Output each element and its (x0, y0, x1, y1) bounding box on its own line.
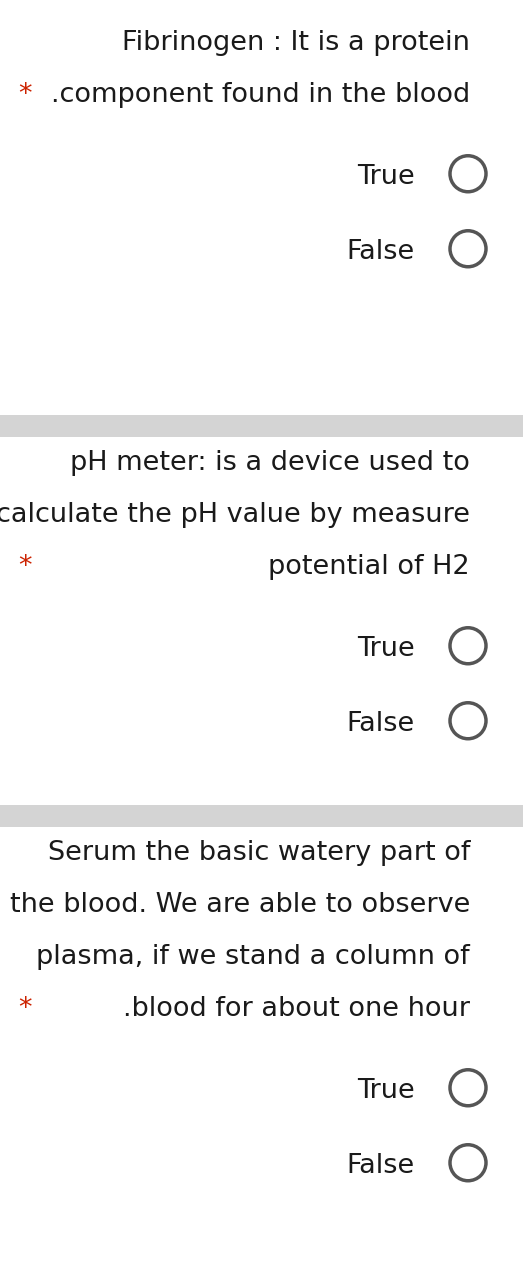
Text: Fibrinogen : It is a protein: Fibrinogen : It is a protein (122, 29, 470, 56)
Text: calculate the pH value by measure: calculate the pH value by measure (0, 502, 470, 527)
Text: .blood for about one hour: .blood for about one hour (123, 996, 470, 1021)
Text: Serum the basic watery part of: Serum the basic watery part of (48, 840, 470, 867)
Text: True: True (357, 1078, 415, 1103)
Text: *: * (18, 554, 31, 580)
Text: pH meter: is a device used to: pH meter: is a device used to (70, 451, 470, 476)
Text: False: False (347, 1153, 415, 1179)
Text: False: False (347, 710, 415, 737)
Text: potential of H2: potential of H2 (268, 554, 470, 580)
Bar (0, 805, 523, 827)
Text: *: * (18, 82, 31, 108)
Text: *: * (18, 996, 31, 1021)
Text: True: True (357, 636, 415, 662)
Text: True: True (357, 164, 415, 189)
Text: plasma, if we stand a column of: plasma, if we stand a column of (37, 945, 470, 970)
Text: False: False (347, 239, 415, 265)
Bar (0, 415, 523, 436)
Text: .component found in the blood: .component found in the blood (51, 82, 470, 108)
Text: the blood. We are able to observe: the blood. We are able to observe (9, 892, 470, 918)
